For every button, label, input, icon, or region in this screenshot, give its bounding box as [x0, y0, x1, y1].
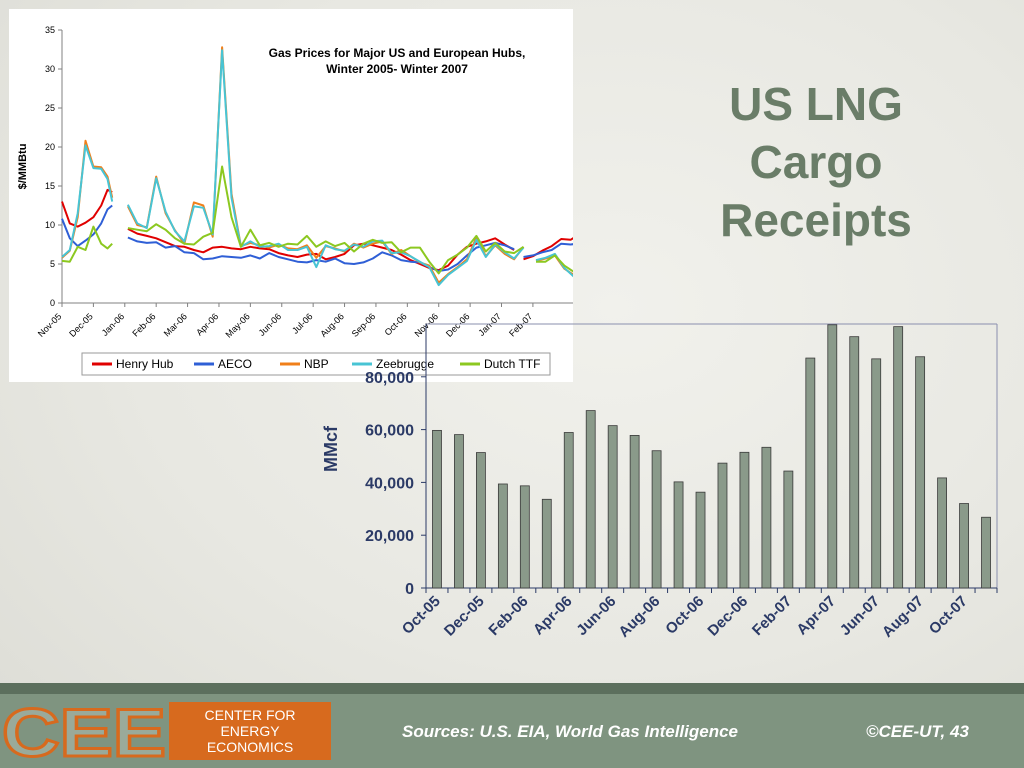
x-tick-label: Apr-07 — [793, 593, 839, 639]
x-tick-label: Jun-06 — [257, 311, 284, 338]
x-tick-label: Feb-07 — [749, 593, 795, 639]
cee-logo-text: CEE — [2, 700, 166, 762]
x-tick-label: Dec-05 — [441, 593, 488, 640]
x-tick-label: Aug-06 — [615, 593, 663, 641]
bar — [783, 470, 794, 589]
bar — [717, 462, 728, 589]
footer-stripe — [0, 683, 1024, 694]
slide-title-line: Receipts — [720, 194, 912, 246]
y-tick-label: 0 — [50, 298, 55, 308]
bar — [871, 358, 882, 589]
bar — [541, 498, 552, 589]
x-tick-label: Mar-06 — [162, 311, 189, 338]
series-line-dutch-ttf — [127, 165, 525, 275]
legend-label: NBP — [304, 357, 329, 371]
y-tick-label: 80,000 — [365, 370, 414, 387]
x-tick-label: Dec-06 — [704, 593, 751, 640]
x-tick-label: Dec-05 — [67, 311, 95, 339]
legend-label: Zeebrugge — [376, 357, 434, 371]
bar — [695, 491, 706, 589]
y-tick-label: 60,000 — [365, 423, 414, 440]
y-tick-label: 15 — [45, 181, 55, 191]
x-tick-label: Aug-07 — [879, 593, 927, 641]
x-tick-label: Oct-06 — [662, 593, 707, 638]
gas-price-chart-panel: 0 5 10 15 20 25 30 35 Nov-05 Dec-05 Jan-06 Feb-06 Ma… — [9, 9, 573, 382]
copyright-note: ©CEE-UT, 43 — [866, 722, 969, 741]
logo-line: ECONOMICS — [206, 739, 294, 755]
x-tick-label: Nov-05 — [36, 311, 64, 339]
series-line-dutch-ttf — [536, 254, 573, 273]
y-tick-label: 0 — [405, 581, 414, 598]
x-tick-label: Apr-06 — [194, 311, 220, 337]
y-axis-label: $/MMBtu — [17, 144, 29, 190]
y-axis-label: MMcf — [321, 425, 341, 472]
bar — [607, 425, 618, 589]
series-line-aeco — [61, 204, 113, 248]
cee-logo-box: CENTER FOR ENERGY ECONOMICS — [169, 702, 331, 760]
bar — [497, 483, 508, 589]
bar — [563, 432, 574, 589]
bar — [893, 326, 904, 589]
chart-legend — [81, 352, 551, 376]
bar — [629, 435, 640, 589]
y-tick-label: 5 — [50, 259, 55, 269]
logo-line: CENTER FOR — [204, 707, 296, 723]
bar — [937, 477, 947, 589]
logo-line: ENERGY — [220, 723, 280, 739]
bar — [849, 336, 860, 589]
x-tick-label: Apr-06 — [530, 593, 576, 639]
series-line-dutch-ttf — [61, 225, 113, 263]
series-line-henry-hub — [61, 188, 113, 228]
bar — [739, 451, 750, 589]
bar — [519, 485, 530, 589]
x-tick-label: Oct-07 — [926, 593, 971, 638]
legend-label: Dutch TTF — [484, 357, 540, 371]
bar — [805, 357, 816, 589]
bar — [585, 410, 596, 589]
bar — [476, 452, 486, 589]
slide-title: US LNG Cargo Receipts — [680, 75, 952, 249]
bar — [915, 356, 926, 589]
y-tick-label: 30 — [45, 64, 55, 74]
cee-logo-letters: CEE — [2, 700, 168, 762]
legend-label: Henry Hub — [116, 357, 174, 371]
x-tick-label: May-06 — [223, 311, 251, 339]
bar — [761, 446, 772, 589]
x-tick-label: Jan-06 — [100, 311, 127, 338]
slide-title-line: US LNG — [729, 78, 903, 130]
x-tick-label: Oct-05 — [399, 593, 444, 638]
bar — [827, 324, 838, 589]
y-tick-label: 10 — [45, 220, 55, 230]
slide-title-line: Cargo — [749, 136, 883, 188]
sources-note: Sources: U.S. EIA, World Gas Intelligenc… — [402, 722, 738, 741]
lng-receipts-bar-chart: 020,00040,00060,00080,000MMcfOct-05Dec-0… — [321, 323, 998, 641]
y-tick-label: 25 — [45, 103, 55, 113]
bar — [673, 481, 684, 589]
bar — [454, 434, 464, 589]
y-tick-label: 40,000 — [365, 475, 414, 492]
bar — [981, 516, 991, 589]
series-line-zeebrugge — [127, 49, 525, 287]
x-tick-label: Jun-06 — [573, 593, 619, 639]
chart-title-line: Gas Prices for Major US and European Hub… — [269, 46, 526, 60]
x-tick-label: Jun-07 — [837, 593, 883, 639]
legend-label: AECO — [218, 357, 252, 371]
x-tick-label: Feb-06 — [130, 311, 157, 338]
series-line-aeco — [523, 242, 573, 258]
series-line-aeco — [127, 236, 515, 272]
y-tick-label: 20 — [45, 142, 55, 152]
y-tick-label: 35 — [45, 25, 55, 35]
y-tick-label: 20,000 — [365, 528, 414, 545]
series-line-zeebrugge — [535, 252, 573, 278]
chart-title-line: Winter 2005- Winter 2007 — [326, 62, 468, 76]
x-tick-label: Feb-06 — [485, 593, 531, 639]
bar — [959, 503, 969, 589]
series-line-zeebrugge — [61, 144, 114, 258]
bar — [432, 429, 442, 589]
bar — [651, 450, 662, 589]
